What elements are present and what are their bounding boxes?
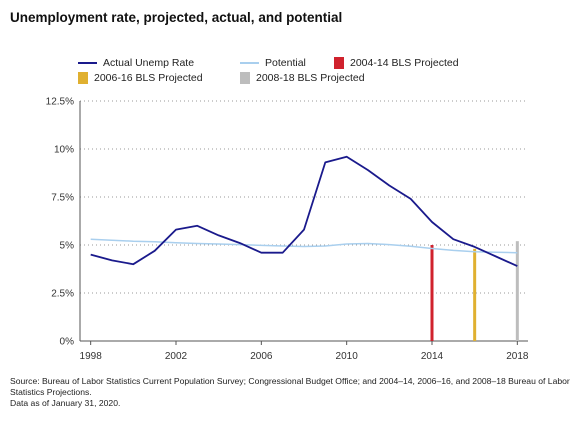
legend-label-potential: Potential (265, 57, 306, 69)
projection-bar (473, 248, 477, 341)
x-tick-label: 2014 (421, 351, 444, 362)
x-tick-label: 1998 (80, 351, 103, 362)
y-tick-label: 5% (60, 241, 75, 252)
legend-swatch-actual (78, 62, 97, 64)
legend-item-2008-18: 2008-18 BLS Projected (240, 72, 365, 84)
legend-row-2: 2006-16 BLS Projected 2008-18 BLS Projec… (78, 72, 538, 87)
legend-item-actual: Actual Unemp Rate (78, 57, 194, 69)
data-as-of: Data as of January 31, 2020. (10, 398, 121, 408)
x-tick-label: 2010 (336, 351, 359, 362)
legend-item-potential: Potential (240, 57, 306, 69)
legend-swatch-2006-16 (78, 72, 88, 84)
legend-item-2004-14: 2004-14 BLS Projected (334, 57, 459, 69)
series-line-potential (90, 238, 518, 254)
y-tick-label: 10% (54, 145, 74, 156)
projection-bar (515, 241, 519, 341)
x-tick-label: 2002 (165, 351, 188, 362)
y-tick-label: 12.5% (46, 97, 74, 108)
source-text: Source: Bureau of Labor Statistics Curre… (10, 376, 570, 397)
source-note: Source: Bureau of Labor Statistics Curre… (10, 376, 570, 409)
y-tick-label: 7.5% (51, 193, 74, 204)
x-tick-label: 2018 (506, 351, 529, 362)
y-tick-label: 2.5% (51, 289, 74, 300)
legend-label-2004-14: 2004-14 BLS Projected (350, 57, 459, 69)
legend-label-actual: Actual Unemp Rate (103, 57, 195, 69)
y-tick-label: 0% (60, 337, 75, 348)
legend-label-2008-18: 2008-18 BLS Projected (256, 72, 365, 84)
chart-title: Unemployment rate, projected, actual, an… (10, 10, 343, 25)
legend-swatch-2004-14 (334, 57, 344, 69)
series-line-actual (90, 155, 518, 267)
legend-item-2006-16: 2006-16 BLS Projected (78, 72, 203, 84)
legend-swatch-potential (240, 62, 259, 64)
x-tick-label: 2006 (250, 351, 273, 362)
legend-swatch-2008-18 (240, 72, 250, 84)
legend: Actual Unemp Rate Potential 2004-14 BLS … (78, 57, 538, 87)
legend-row-1: Actual Unemp Rate Potential 2004-14 BLS … (78, 57, 538, 72)
projection-bar (430, 245, 434, 341)
legend-label-2006-16: 2006-16 BLS Projected (94, 72, 203, 84)
